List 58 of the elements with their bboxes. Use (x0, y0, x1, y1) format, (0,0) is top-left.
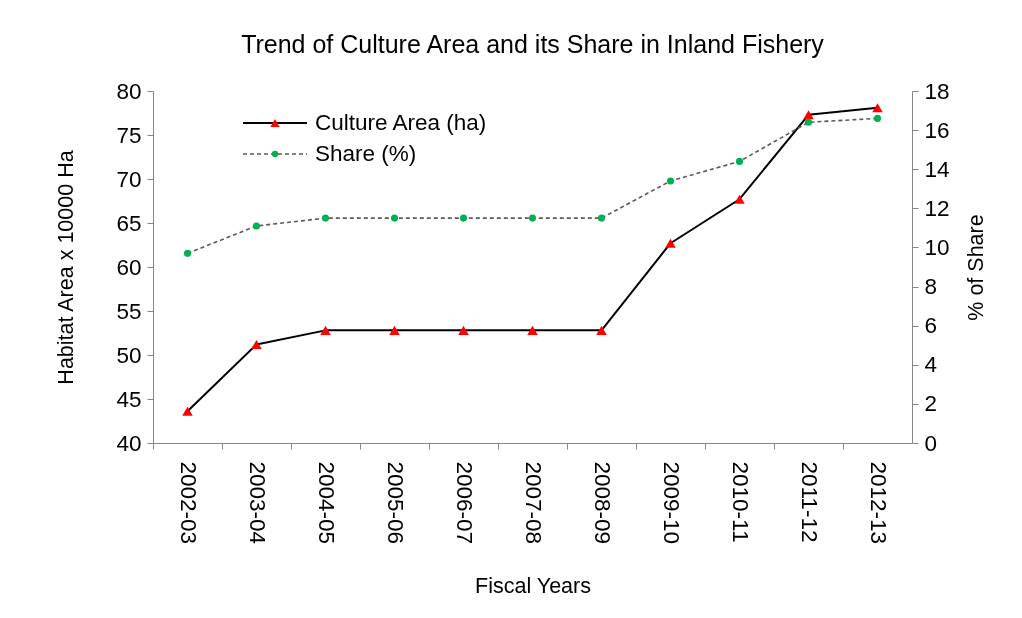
y2-tick-label: 2 (924, 391, 938, 417)
point (735, 157, 744, 165)
point (458, 325, 469, 335)
point (734, 194, 745, 204)
point (252, 222, 261, 230)
chart-title: Trend of Culture Area and its Share in Inland Fishery (241, 30, 825, 58)
y-tick-label: 75 (116, 122, 142, 148)
x-tick-label: 2006-07 (451, 461, 477, 545)
y-tick-label: 40 (116, 430, 142, 456)
point (665, 238, 676, 248)
x-tick-label: 2005-06 (382, 461, 408, 545)
y-tick-label: 45 (116, 386, 142, 412)
point (803, 110, 814, 120)
point (527, 325, 538, 335)
point (389, 325, 400, 335)
y2-tick-label: 16 (924, 117, 950, 143)
x-tick-label: 2007-08 (520, 461, 546, 545)
y2-tick-label: 6 (924, 313, 938, 339)
y2-tick-label: 14 (924, 156, 950, 182)
y2-tick-label: 8 (924, 274, 938, 300)
y-tick-label: 70 (116, 166, 142, 192)
x-tick-label: 2008-09 (589, 461, 615, 545)
x-tick-label: 2004-05 (313, 461, 339, 545)
y-tick-label: 60 (116, 254, 142, 280)
point (320, 325, 331, 335)
y-tick-label: 65 (116, 210, 142, 236)
x-tick-label: 2003-04 (244, 461, 270, 545)
x-tick-label: 2012-13 (865, 461, 891, 545)
y2-tick-label: 4 (924, 352, 938, 378)
y-tick-label: 80 (116, 78, 142, 104)
y-axis-title: Habitat Area x 10000 Ha (54, 150, 79, 385)
x-tick-label: 2010-11 (727, 461, 753, 543)
y2-tick-label: 0 (924, 430, 938, 456)
x-tick-label: 2011-12 (796, 461, 822, 543)
y2-tick-label: 18 (924, 78, 950, 104)
y-tick-label: 55 (116, 298, 142, 324)
point (183, 249, 192, 257)
y2-tick-label: 12 (924, 195, 950, 221)
point (182, 406, 193, 416)
point (872, 103, 883, 113)
point (528, 214, 537, 222)
x-tick-label: 2002-03 (175, 461, 201, 545)
y2-axis-title: % of Share (963, 214, 988, 321)
point (666, 177, 675, 185)
point (321, 214, 330, 222)
point (597, 214, 606, 222)
point (390, 214, 399, 222)
legend-label: Culture Area (ha) (315, 110, 487, 135)
point (596, 325, 607, 335)
point (873, 114, 882, 122)
legend-label: Share (%) (315, 141, 417, 166)
x-axis-title: Fiscal Years (475, 574, 591, 599)
x-tick-label: 2009-10 (658, 461, 684, 545)
point (459, 214, 468, 222)
point (251, 339, 262, 349)
y-tick-label: 50 (116, 342, 142, 368)
y2-tick-label: 10 (924, 234, 950, 260)
point (804, 118, 813, 126)
